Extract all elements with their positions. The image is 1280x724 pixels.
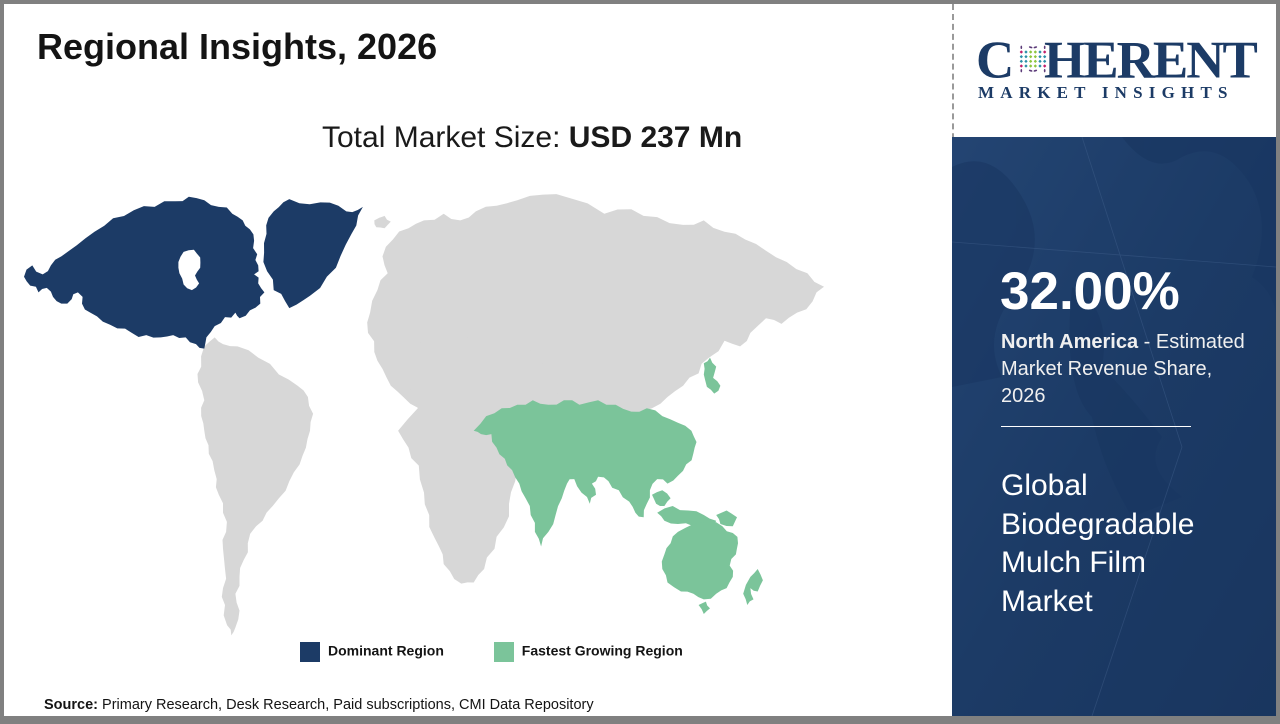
svg-text:C: C	[976, 31, 1013, 89]
svg-text:HERENT: HERENT	[1044, 31, 1257, 89]
svg-text:MARKET INSIGHTS: MARKET INSIGHTS	[978, 83, 1234, 102]
